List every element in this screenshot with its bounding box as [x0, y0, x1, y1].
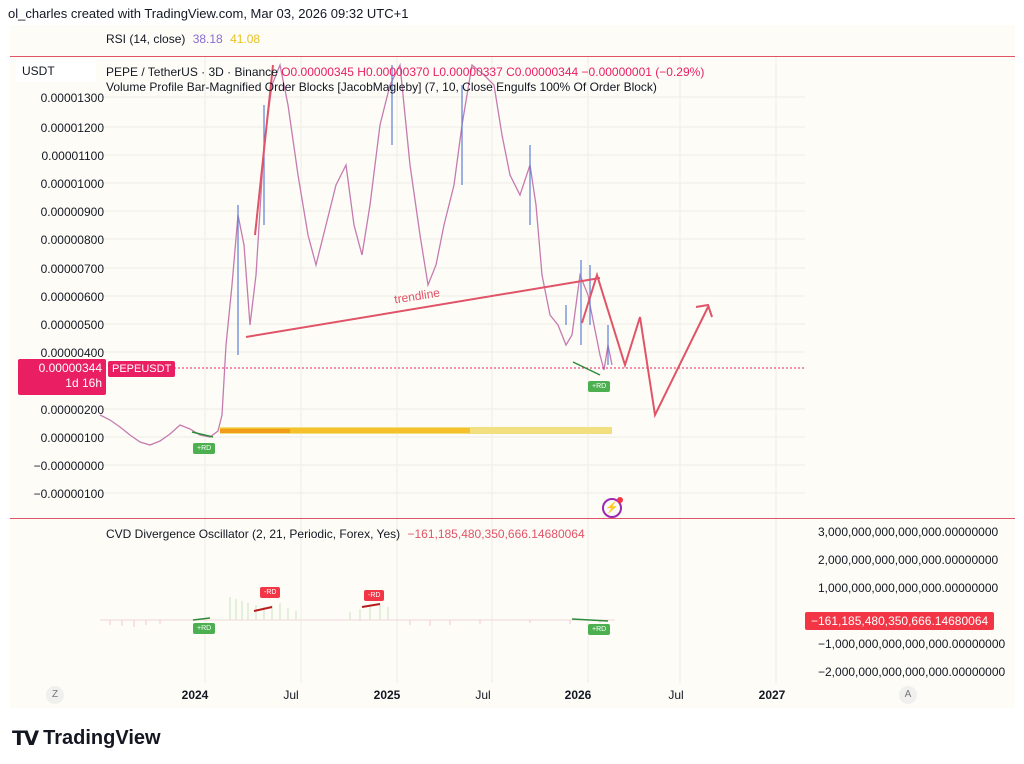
- chart-caption: ol_charles created with TradingView.com,…: [8, 6, 409, 21]
- cvd-legend[interactable]: CVD Divergence Oscillator (2, 21, Period…: [106, 527, 585, 541]
- rsi-value: 38.18: [192, 32, 223, 46]
- time-tick: Jul: [475, 688, 491, 702]
- currency-selector[interactable]: USDT: [16, 60, 96, 82]
- time-tick: Jul: [283, 688, 299, 702]
- rd-label-positive: +RD: [588, 624, 611, 635]
- open-value: O0.00000345: [281, 65, 354, 79]
- rd-label-negative: -RD: [260, 587, 281, 598]
- pane-separator[interactable]: [10, 56, 1015, 57]
- high-value: H0.00000370: [357, 65, 430, 79]
- rd-label-positive: +RD: [588, 381, 611, 392]
- price-tick: 0.00001100: [41, 149, 104, 163]
- zoom-button[interactable]: Z: [46, 686, 64, 704]
- price-tick: 0.00000700: [40, 262, 104, 276]
- symbol-legend[interactable]: PEPE / TetherUS · 3D · Binance O0.000003…: [106, 65, 704, 79]
- rd-label-positive: +RD: [193, 443, 216, 454]
- rsi-title: RSI (14, close): [106, 32, 186, 46]
- time-tick: Jul: [668, 688, 684, 702]
- symbol-price-tag: PEPEUSDT: [108, 361, 176, 377]
- cvd-value: −161,185,480,350,666.14680064: [407, 527, 585, 541]
- price-tick: 0.00000200: [40, 403, 104, 417]
- cvd-tick: 1,000,000,000,000,000.00000000: [818, 581, 999, 595]
- time-tick: 2025: [373, 688, 401, 702]
- price-tick: 0.00000600: [40, 290, 104, 304]
- rd-label-negative: -RD: [364, 590, 385, 601]
- lightning-icon[interactable]: ⚡: [602, 497, 623, 518]
- auto-scale-button[interactable]: A: [899, 686, 917, 704]
- low-value: L0.00000337: [432, 65, 503, 79]
- rsi-legend[interactable]: RSI (14, close) 38.18 41.08: [106, 32, 260, 46]
- close-value: C0.00000344: [506, 65, 579, 79]
- logo-text: TradingView: [43, 727, 161, 749]
- price-tick: −0.00000100: [33, 487, 104, 501]
- price-tick: 0.00001300: [40, 91, 104, 105]
- price-tick: 0.00001000: [40, 177, 104, 191]
- price-tick: 0.00000900: [40, 205, 104, 219]
- price-tick: 0.00001200: [40, 121, 104, 135]
- rsi-pane: RSI (14, close) 38.18 41.08: [10, 25, 1015, 55]
- time-axis[interactable]: Z 2024 Jul 2025 Jul 2026 Jul 2027 A: [10, 683, 1015, 708]
- tradingview-logo: 𝗧𝗩 TradingView: [12, 726, 161, 751]
- current-price-label: 0.00000344 1d 16h: [18, 359, 106, 395]
- time-tick: 2024: [181, 688, 209, 702]
- cvd-title: CVD Divergence Oscillator (2, 21, Period…: [106, 527, 401, 541]
- current-price: 0.00000344: [38, 361, 102, 375]
- rsi-ma-value: 41.08: [230, 32, 261, 46]
- cvd-tick: −2,000,000,000,000,000.00000000: [818, 665, 1006, 679]
- notification-dot: [617, 497, 623, 503]
- rd-label-positive: +RD: [193, 623, 216, 634]
- time-tick: 2027: [758, 688, 786, 702]
- price-tick: 0.00000400: [40, 346, 104, 360]
- cvd-tick: −1,000,000,000,000,000.00000000: [818, 637, 1006, 651]
- change-value: −0.00000001 (−0.29%): [581, 65, 705, 79]
- price-tick: 0.00000500: [40, 318, 104, 332]
- cvd-tick: 3,000,000,000,000,000.00000000: [818, 525, 999, 539]
- pane-separator[interactable]: [10, 518, 1015, 519]
- tradingview-logo-icon: 𝗧𝗩: [12, 728, 39, 750]
- price-chart-canvas[interactable]: [10, 25, 1015, 708]
- chart-frame: RSI (14, close) 38.18 41.08: [10, 25, 1015, 708]
- price-tick: 0.00000100: [40, 431, 104, 445]
- indicator-legend[interactable]: Volume Profile Bar-Magnified Order Block…: [106, 80, 657, 94]
- bar-countdown: 1d 16h: [65, 376, 102, 390]
- price-tick: 0.00000800: [40, 233, 104, 247]
- cvd-tick: 2,000,000,000,000,000.00000000: [818, 553, 999, 567]
- time-tick: 2026: [564, 688, 592, 702]
- price-tick: −0.00000000: [33, 459, 104, 473]
- cvd-current-tag: −161,185,480,350,666.14680064: [805, 612, 995, 630]
- symbol-title: PEPE / TetherUS · 3D · Binance: [106, 65, 278, 79]
